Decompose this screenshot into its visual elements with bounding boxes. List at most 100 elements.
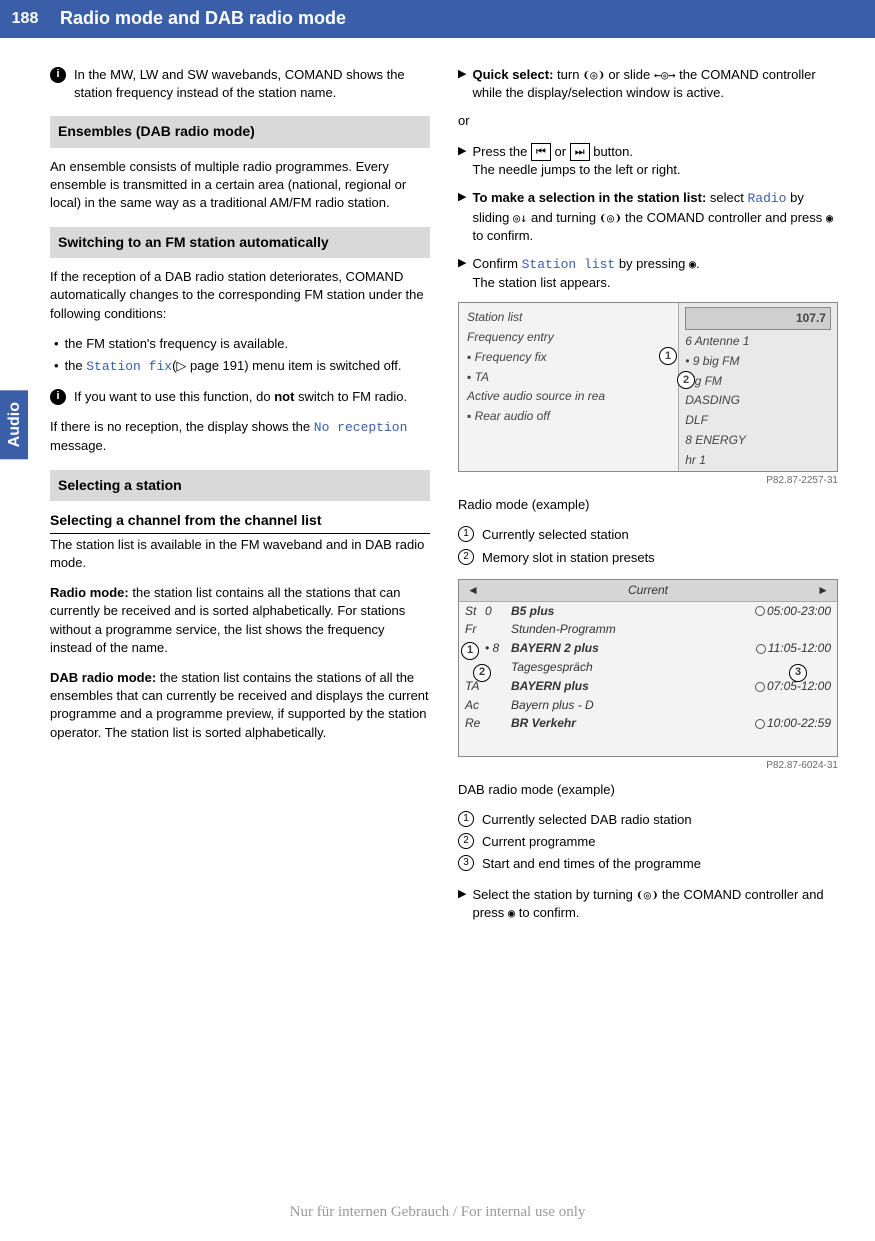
- menu-item: ▪ Frequency fix: [467, 349, 670, 366]
- text: select: [706, 190, 747, 205]
- page-number: 188: [0, 0, 50, 38]
- program-name: Stunden-Programm: [511, 621, 721, 638]
- controller-turn-icon: ❨◎❩: [637, 887, 659, 904]
- figure-caption: DAB radio mode (example): [458, 781, 838, 799]
- bullet-item: • the FM station's frequency is availabl…: [50, 335, 430, 353]
- legend-item: 3 Start and end times of the programme: [458, 855, 838, 873]
- text: or slide: [605, 67, 654, 82]
- program-time: [721, 621, 831, 638]
- program-time: [721, 659, 831, 676]
- bold-text: Quick select:: [472, 67, 553, 82]
- callout-2: 2: [473, 664, 491, 682]
- section-heading-ensembles: Ensembles (DAB radio mode): [50, 116, 430, 148]
- controller-slide-icon: ←◎→: [654, 67, 676, 84]
- figure-ref: P82.87-6024-31: [458, 759, 838, 773]
- controller-slide-icon: ◎↓: [513, 210, 527, 227]
- callout-3: 3: [789, 664, 807, 682]
- station-item: big FM: [685, 373, 831, 390]
- paragraph: The station list is available in the FM …: [50, 536, 430, 572]
- row-prefix: Ac: [465, 697, 485, 714]
- bold-text: not: [274, 389, 294, 404]
- step-item: ▶ Press the ⏮ or ⏭ button. The needle ju…: [458, 143, 838, 180]
- row-num: • 8: [485, 640, 511, 657]
- row-num: [485, 678, 511, 695]
- menu-item: Frequency entry: [467, 329, 670, 346]
- info-note: i If you want to use this function, do n…: [50, 388, 430, 406]
- legend-num-icon: 3: [458, 855, 474, 871]
- text: to confirm.: [515, 905, 579, 920]
- arrow-right-icon: ►: [817, 582, 829, 599]
- prev-button-icon: ⏮: [531, 143, 551, 161]
- header-text: Current: [628, 582, 668, 599]
- text: turn: [553, 67, 583, 82]
- legend-item: 1Currently selected DAB radio station: [458, 811, 838, 829]
- code-text: Station fix: [86, 359, 172, 374]
- section-heading-switching: Switching to an FM station automatically: [50, 227, 430, 259]
- text: If there is no reception, the display sh…: [50, 419, 314, 434]
- clock-icon: [755, 719, 765, 729]
- or-text: or: [458, 112, 838, 130]
- menu-item: Active audio source in rea: [467, 388, 670, 405]
- row-num: 0: [485, 603, 511, 620]
- triangle-icon: ▶: [458, 255, 466, 292]
- program-row: St0B5 plus05:00-23:00: [459, 602, 837, 621]
- bold-text: DAB radio mode:: [50, 670, 156, 685]
- text: the COMAND controller and press: [621, 210, 825, 225]
- station-item: DLF: [685, 412, 831, 429]
- info-icon: i: [50, 389, 66, 405]
- program-time: [721, 697, 831, 714]
- legend-text: Currently selected DAB radio station: [482, 811, 692, 829]
- station-item: • 9 big FM: [685, 353, 831, 370]
- legend-num-icon: 1: [458, 526, 474, 542]
- paragraph: If the reception of a DAB radio station …: [50, 268, 430, 323]
- row-prefix: Re: [465, 715, 485, 732]
- row-num: [485, 697, 511, 714]
- bullet-icon: •: [54, 357, 59, 376]
- footer-watermark: Nur für internen Gebrauch / For internal…: [0, 1202, 875, 1223]
- bullet-item: • the Station fix(▷ page 191) menu item …: [50, 357, 430, 376]
- content-area: i In the MW, LW and SW wavebands, COMAND…: [0, 38, 875, 932]
- code-text: Radio: [747, 191, 786, 206]
- figure-header: ◄ Current ►: [459, 580, 837, 602]
- step-item: ▶ Select the station by turning ❨◎❩ the …: [458, 886, 838, 922]
- text: message.: [50, 438, 106, 453]
- text: the: [65, 358, 87, 373]
- legend-text: Current programme: [482, 833, 595, 851]
- info-note: i In the MW, LW and SW wavebands, COMAND…: [50, 66, 430, 102]
- step-item: ▶ Quick select: turn ❨◎❩ or slide ←◎→ th…: [458, 66, 838, 102]
- text: (▷ page 191) menu item is switched off.: [172, 358, 401, 373]
- triangle-icon: ▶: [458, 189, 466, 245]
- program-name: BR Verkehr: [511, 715, 721, 732]
- station-item: 6 Antenne 1: [685, 333, 831, 350]
- legend-text: Start and end times of the programme: [482, 855, 701, 873]
- sub-heading-channel-list: Selecting a channel from the channel lis…: [50, 511, 430, 534]
- row-prefix: Fr: [465, 621, 485, 638]
- station-item: DASDING: [685, 392, 831, 409]
- step-text: Confirm Station list by pressing ◉. The …: [472, 255, 699, 292]
- text: to confirm.: [472, 228, 533, 243]
- legend-text: Currently selected station: [482, 526, 629, 544]
- program-time: 11:05-12:00: [721, 640, 831, 657]
- next-button-icon: ⏭: [570, 143, 590, 161]
- legend-item: 2Current programme: [458, 833, 838, 851]
- text: button.: [590, 144, 633, 159]
- figure-right-panel: 107.7 6 Antenne 1 • 9 big FM big FM DASDING…: [678, 303, 837, 471]
- clock-icon: [755, 682, 765, 692]
- paragraph: Radio mode: the station list contains al…: [50, 584, 430, 657]
- controller-turn-icon: ❨◎❩: [600, 210, 622, 227]
- arrow-left-icon: ◄: [467, 582, 479, 599]
- text: Select the station by turning: [472, 887, 636, 902]
- row-num: [485, 715, 511, 732]
- frequency-display: 107.7: [685, 307, 831, 330]
- row-num: [485, 621, 511, 638]
- figure-ref: P82.87-2257-31: [458, 474, 838, 488]
- legend-text: Memory slot in station presets: [482, 549, 655, 567]
- program-time: 10:00-22:59: [721, 715, 831, 732]
- paragraph: If there is no reception, the display sh…: [50, 418, 430, 455]
- clock-icon: [755, 606, 765, 616]
- program-time: 07:05-12:00: [721, 678, 831, 695]
- triangle-icon: ▶: [458, 143, 466, 180]
- row-prefix: St: [465, 603, 485, 620]
- text: by pressing: [615, 256, 689, 271]
- program-row: • 8BAYERN 2 plus11:05-12:00: [459, 639, 837, 658]
